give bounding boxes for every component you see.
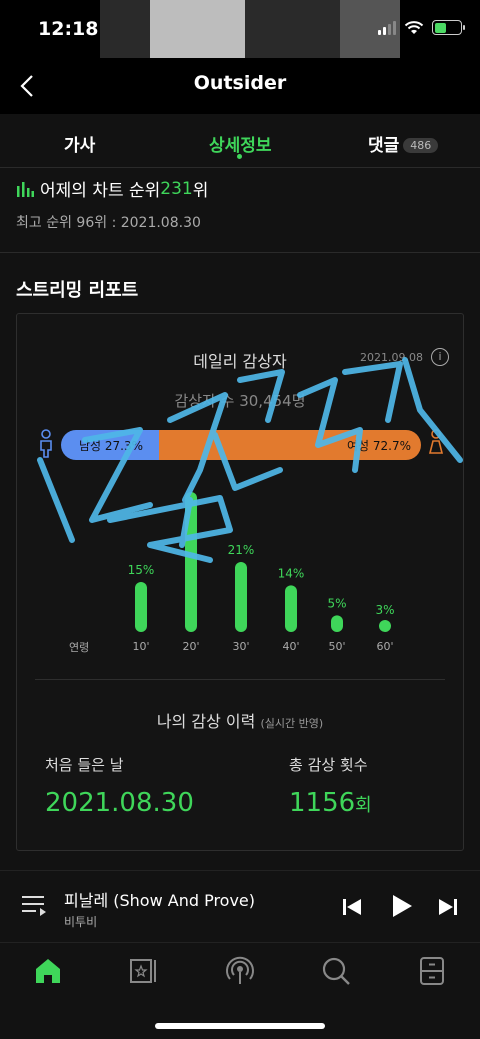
track-title: 피날레 (Show And Prove) — [64, 891, 256, 910]
report-date: 2021.09.08 — [360, 351, 423, 364]
wifi-icon — [404, 21, 424, 34]
age-axis-label: 연령 — [69, 641, 90, 654]
next-icon[interactable] — [434, 893, 462, 921]
first-listen-label: 처음 들은 날 — [45, 756, 124, 774]
age-value-label-5: 3% — [375, 603, 394, 617]
comment-count-badge: 486 — [403, 138, 439, 153]
play-count-unit: 회 — [355, 795, 372, 816]
info-icon[interactable]: i — [431, 348, 449, 366]
playlist-icon[interactable] — [20, 893, 48, 919]
age-value-label-1: 42% — [178, 484, 205, 487]
age-category-label-5: 60' — [376, 640, 393, 653]
rank-suffix: 위 — [192, 181, 209, 201]
daily-listeners-title: 데일리 감상자 — [193, 352, 287, 371]
age-bar-2 — [235, 562, 247, 632]
age-value-label-3: 14% — [278, 566, 305, 580]
page-title: Outsider — [193, 72, 287, 94]
previous-icon[interactable] — [338, 893, 366, 921]
tab-lyrics[interactable]: 가사 — [64, 131, 95, 156]
home-icon[interactable] — [32, 955, 64, 987]
back-arrow-icon[interactable] — [14, 70, 46, 102]
tab-comments-label: 댓글 — [368, 136, 400, 156]
menu-drawer-icon[interactable] — [416, 955, 448, 987]
age-value-label-0: 15% — [128, 563, 155, 577]
section-title: 스트리밍 리포트 — [16, 280, 139, 301]
tab-details-label: 상세정보 — [209, 136, 272, 156]
background-photo-highlight — [150, 0, 245, 58]
male-person-icon — [40, 429, 52, 458]
play-count-label: 총 감상 횟수 — [289, 756, 368, 774]
play-icon[interactable] — [386, 891, 416, 921]
search-icon[interactable] — [320, 955, 352, 987]
age-category-label-0: 10' — [132, 640, 149, 653]
tab-lyrics-label: 가사 — [64, 136, 96, 156]
home-indicator — [155, 1023, 325, 1029]
chart-bars-icon — [17, 181, 34, 197]
chart-rank: 어제의 차트 순위 231 위 — [16, 176, 208, 201]
female-person-icon — [428, 429, 444, 454]
age-value-label-4: 5% — [327, 596, 346, 610]
best-rank: 최고 순위 96위 : 2021.08.30 — [16, 215, 201, 231]
battery-icon — [432, 20, 465, 35]
nav-bar: Outsider — [0, 58, 480, 114]
clock: 12:18 — [38, 18, 99, 40]
age-bar-5 — [379, 620, 391, 632]
mini-player[interactable]: 피날레 (Show And Prove) 비투비 — [0, 870, 480, 942]
active-tab-indicator — [237, 154, 242, 159]
age-bar-3 — [285, 585, 297, 632]
card-divider — [35, 679, 445, 680]
age-category-label-3: 40' — [282, 640, 299, 653]
play-count-value: 1156 — [289, 788, 356, 818]
listening-history-title: 나의 감상 이력 (실시간 반영) — [17, 708, 463, 732]
track-artist: 비투비 — [64, 915, 98, 929]
age-value-label-2: 21% — [228, 543, 255, 557]
age-category-label-2: 30' — [232, 640, 249, 653]
age-distribution-chart: 15% 10' 42% 20' 21% 30' 14% 40' 5% 50' 3% 60' — [128, 484, 395, 653]
play-count: 1156회 — [289, 788, 372, 818]
divider — [0, 252, 480, 253]
bottom-tab-bar — [0, 942, 480, 1039]
age-bar-1 — [185, 492, 197, 632]
age-category-label-4: 50' — [328, 640, 345, 653]
tab-bar: 가사 상세정보 댓글 486 — [0, 114, 480, 168]
female-ratio-label: 여성 72.7% — [347, 439, 412, 453]
podcast-icon[interactable] — [224, 955, 256, 987]
age-bar-0 — [135, 582, 147, 632]
status-bar: 12:18 — [0, 0, 480, 58]
library-icon[interactable] — [128, 955, 160, 987]
listener-count: 감상자 수 30,454명 — [174, 392, 306, 410]
history-note: (실시간 반영) — [260, 717, 324, 730]
signal-icon — [378, 20, 396, 35]
rank-prefix: 어제의 차트 순위 — [40, 181, 161, 201]
age-bar-4 — [331, 615, 343, 632]
male-ratio-label: 남성 27.3% — [79, 439, 144, 453]
first-listen-date: 2021.08.30 — [45, 788, 194, 818]
age-category-label-1: 20' — [182, 640, 199, 653]
streaming-report-card: 데일리 감상자 2021.09.08 i 감상자 수 30,454명 남성 27… — [16, 313, 464, 851]
rank-value: 231 — [160, 178, 193, 199]
history-title-text: 나의 감상 이력 — [156, 712, 256, 731]
tab-details[interactable]: 상세정보 — [209, 131, 272, 156]
tab-comments[interactable]: 댓글 486 — [368, 131, 439, 156]
